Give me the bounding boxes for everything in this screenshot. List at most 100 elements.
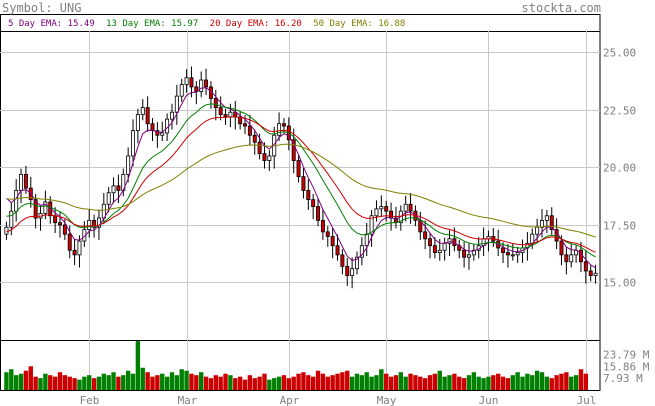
volume-bar-up xyxy=(184,370,189,390)
candle-up xyxy=(466,254,471,258)
volume-bar-up xyxy=(101,373,107,390)
volume-bar-up xyxy=(515,372,520,390)
volume-bar-down xyxy=(335,373,340,390)
candle-down xyxy=(432,245,437,253)
candle-down xyxy=(291,139,296,161)
ema-20-label: 20 Day EMA: 16.20 xyxy=(209,19,302,29)
volume-bar-up xyxy=(520,376,525,390)
volume-bar-up xyxy=(77,379,82,390)
volume-bar-up xyxy=(534,370,540,390)
volume-bar-up xyxy=(359,375,365,390)
candle-down xyxy=(204,79,209,88)
candle-down xyxy=(588,270,593,276)
volume-bar-down xyxy=(301,372,306,390)
price-tick-label: 17.50 xyxy=(603,220,636,233)
volume-bar-down xyxy=(388,376,394,390)
volume-bar-down xyxy=(432,373,438,390)
volume-bar-up xyxy=(364,372,369,390)
volume-bar-up xyxy=(228,375,233,390)
candle-up xyxy=(374,208,379,217)
volume-bar-up xyxy=(354,373,360,390)
volume-bar-down xyxy=(237,376,243,390)
volume-bar-down xyxy=(306,375,311,390)
candle-down xyxy=(58,222,62,226)
volume-bar-up xyxy=(121,375,126,390)
volume-bar-up xyxy=(87,375,92,390)
candle-down xyxy=(67,233,72,251)
volume-bar-down xyxy=(150,376,155,390)
volume-bar-down xyxy=(413,375,418,390)
volume-bar-up xyxy=(466,375,472,390)
candle-down xyxy=(53,215,58,224)
volume-bar-up xyxy=(437,370,442,390)
volume-bar-down xyxy=(291,376,296,390)
volume-bar-up xyxy=(530,375,535,390)
candle-down xyxy=(501,247,506,253)
volume-bar-down xyxy=(578,369,584,390)
candle-up xyxy=(111,185,116,194)
candle-down xyxy=(340,254,345,267)
candle-down xyxy=(330,236,335,247)
candle-up xyxy=(403,203,408,212)
volume-bar-down xyxy=(564,372,569,390)
volume-bar-down xyxy=(213,375,218,390)
month-label: Jul xyxy=(577,394,597,406)
candle-up xyxy=(277,123,282,136)
candle-up xyxy=(359,245,364,258)
candle-down xyxy=(311,199,316,207)
volume-bar-down xyxy=(203,376,209,390)
candle-down xyxy=(155,130,160,136)
volume-bar-down xyxy=(320,373,326,390)
ema-13-label: 13 Day EMA: 15.97 xyxy=(106,19,199,29)
candle-down xyxy=(564,254,569,263)
price-tick-label: 25.00 xyxy=(603,47,636,60)
volume-bar-up xyxy=(374,375,379,390)
volume-bar-down xyxy=(340,372,345,390)
candle-down xyxy=(559,240,564,256)
candle-up xyxy=(350,268,355,276)
volume-bar-down xyxy=(91,378,97,390)
candle-down xyxy=(252,134,257,143)
price-tick-label: 15.00 xyxy=(603,277,636,290)
volume-tick-label: 15.86 M xyxy=(603,360,650,373)
candle-up xyxy=(9,210,14,228)
volume-bar-down xyxy=(57,372,63,390)
candle-up xyxy=(447,238,452,244)
volume-bar-up xyxy=(13,375,19,390)
candle-down xyxy=(243,123,247,127)
volume-bar-down xyxy=(491,375,496,390)
candle-up xyxy=(369,215,374,235)
volume-bar-up xyxy=(43,373,48,390)
volume-bar-down xyxy=(583,373,589,390)
candle-down xyxy=(281,123,286,127)
ema-legend: 5 Day EMA: 15.49 13 Day EMA: 15.97 20 Da… xyxy=(8,19,411,29)
candle-up xyxy=(4,226,9,235)
volume-bar-down xyxy=(116,376,121,390)
ema-line-50 xyxy=(6,143,596,238)
candle-down xyxy=(189,77,194,88)
candle-up xyxy=(228,111,233,118)
candle-down xyxy=(213,98,218,109)
candle-down xyxy=(238,116,243,125)
volume-bar-down xyxy=(155,375,160,390)
candle-up xyxy=(184,77,189,86)
candle-down xyxy=(505,252,510,256)
volume-bar-down xyxy=(408,373,413,390)
candle-down xyxy=(423,231,428,240)
volume-bar-up xyxy=(525,373,530,390)
volume-bar-up xyxy=(135,341,141,390)
volume-bar-down xyxy=(48,375,53,390)
candle-down xyxy=(223,114,228,118)
candle-down xyxy=(325,231,330,237)
volume-bar-down xyxy=(393,375,399,390)
candle-down xyxy=(428,238,433,247)
volume-bar-down xyxy=(505,378,511,390)
chart-frame xyxy=(0,14,601,391)
candle-down xyxy=(33,199,38,219)
volume-bar-up xyxy=(9,369,14,390)
volume-bar-down xyxy=(52,376,58,390)
volume-bar-down xyxy=(28,366,33,390)
candle-down xyxy=(72,249,77,256)
volume-bar-up xyxy=(4,372,9,390)
candle-down xyxy=(389,210,394,219)
